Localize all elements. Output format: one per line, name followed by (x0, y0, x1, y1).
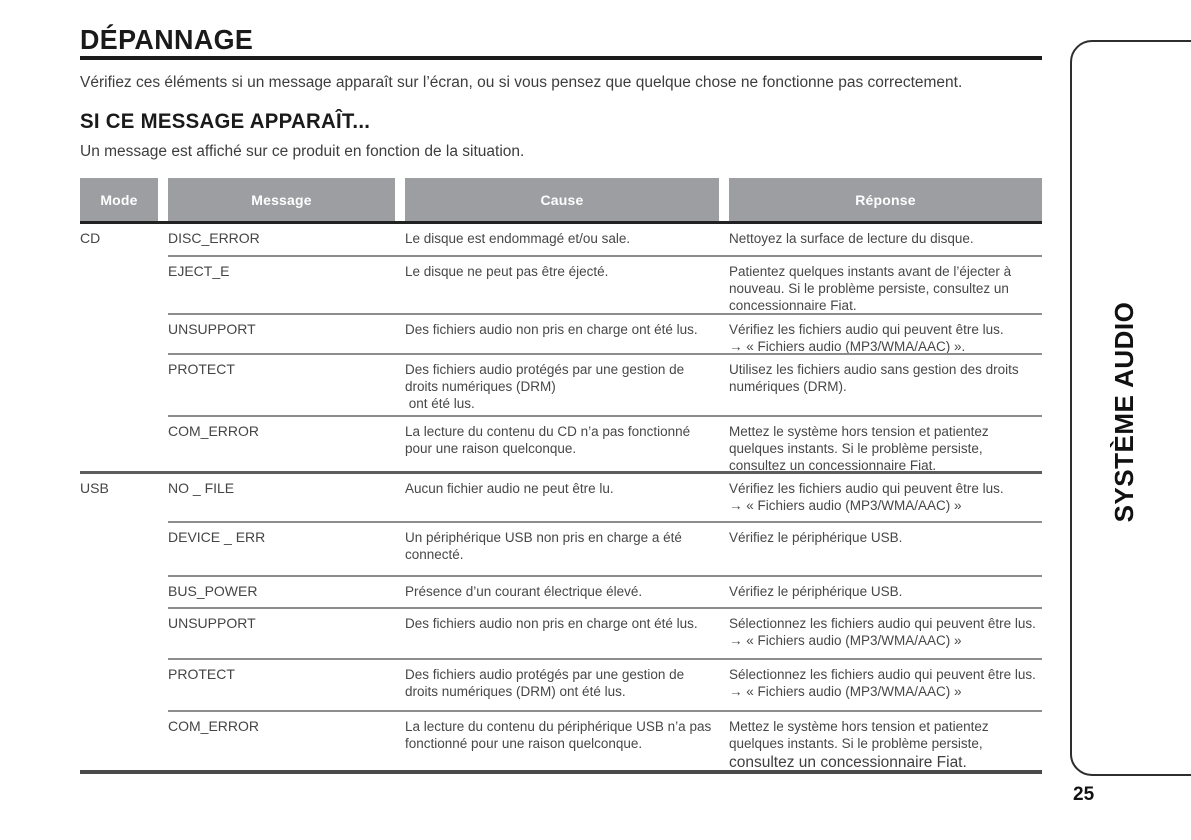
cell-response: Vérifiez les fichiers audio qui peuvent … (729, 481, 1004, 513)
cell-cause: Des fichiers audio non pris en charge on… (405, 616, 698, 631)
table-row: COM_ERROR La lecture du contenu du périph… (80, 712, 1042, 774)
cell-response: Sélectionnez les fichiers audio qui peuv… (729, 616, 1036, 648)
table-row: USB NO _ FILE Aucun fichier audio ne peut … (80, 474, 1042, 523)
cell-message: DEVICE _ ERR (168, 529, 266, 545)
cell-mode: CD (80, 230, 101, 246)
intro-text: Vérifiez ces éléments si un message appa… (80, 74, 963, 91)
cell-cause: Des fichiers audio protégés par une gest… (405, 667, 685, 699)
column-header-mode: Mode (80, 178, 158, 221)
table-row: COM_ERROR La lecture du contenu du CD n’a… (80, 417, 1042, 474)
cell-response: Mettez le système hors tension et patien… (729, 424, 989, 473)
cell-cause: Présence d’un courant électrique élevé. (405, 584, 643, 599)
cell-response: Sélectionnez les fichiers audio qui peuv… (729, 667, 1036, 699)
table-row: UNSUPPORT Des fichiers audio non pris en … (80, 315, 1042, 355)
cell-message: EJECT_E (168, 263, 230, 279)
cell-mode (80, 666, 158, 712)
side-tab-label: SYSTÈME AUDIO (1109, 301, 1139, 523)
cell-response: Patientez quelques instants avant de l’é… (729, 264, 1012, 313)
table-row: PROTECT Des fichiers audio protégés par u… (80, 355, 1042, 417)
cell-mode (80, 321, 158, 355)
cell-mode (80, 583, 158, 609)
cell-response: Mettez le système hors tension et patien… (729, 719, 989, 771)
section-intro: Un message est affiché sur ce produit en… (80, 143, 525, 160)
cell-mode (80, 361, 158, 417)
side-tab-outline (1070, 40, 1191, 776)
cell-message: BUS_POWER (168, 583, 258, 599)
cell-mode (80, 615, 158, 660)
cell-response: Vérifiez les fichiers audio qui peuvent … (729, 322, 1004, 354)
cell-mode (80, 423, 158, 474)
cell-message: COM_ERROR (168, 423, 260, 439)
cell-cause: Des fichiers audio protégés par une gest… (405, 362, 685, 411)
cell-mode (80, 263, 158, 315)
cell-mode (80, 529, 158, 577)
troubleshooting-table: Mode Message Cause Réponse CD DISC_ERROR L… (80, 178, 1042, 774)
cell-message: PROTECT (168, 361, 235, 377)
column-header-cause: Cause (405, 178, 719, 221)
table-row: EJECT_E Le disque ne peut pas être éjecté… (80, 257, 1042, 315)
table-header-rule (80, 221, 1042, 224)
cell-message: COM_ERROR (168, 718, 260, 734)
cell-mode: USB (80, 480, 109, 496)
cell-cause: Aucun fichier audio ne peut être lu. (405, 481, 614, 496)
cell-cause: Le disque ne peut pas être éjecté. (405, 264, 609, 279)
cell-response-emphasis: consultez un concessionnaire Fiat. (729, 754, 967, 771)
cell-response: Vérifiez le périphérique USB. (729, 530, 903, 545)
cell-response: Vérifiez le périphérique USB. (729, 584, 903, 599)
page-number: 25 (1073, 784, 1095, 805)
cell-cause: Un périphérique USB non pris en charge a… (405, 530, 682, 562)
column-header-response: Réponse (729, 178, 1042, 221)
title-rule (80, 56, 1042, 60)
page-title: DÉPANNAGE (80, 24, 254, 55)
cell-cause: Des fichiers audio non pris en charge on… (405, 322, 698, 337)
cell-response: Nettoyez la surface de lecture du disque… (729, 231, 974, 246)
table-row: BUS_POWER Présence d’un courant électriqu… (80, 577, 1042, 609)
table-body: CD DISC_ERROR Le disque est endommagé et/o… (80, 224, 1042, 774)
column-header-message: Message (168, 178, 395, 221)
table-row: PROTECT Des fichiers audio protégés par u… (80, 660, 1042, 712)
cell-response: Utilisez les fichiers audio sans gestion… (729, 362, 1019, 394)
cell-mode (80, 718, 158, 774)
cell-message: UNSUPPORT (168, 615, 256, 631)
cell-cause: La lecture du contenu du périphérique US… (405, 719, 712, 751)
cell-cause: La lecture du contenu du CD n’a pas fonc… (405, 424, 691, 456)
cell-message: PROTECT (168, 666, 235, 682)
table-header-row: Mode Message Cause Réponse (80, 178, 1042, 221)
cell-message: NO _ FILE (168, 480, 235, 496)
cell-message: DISC_ERROR (168, 230, 260, 246)
table-row: CD DISC_ERROR Le disque est endommagé et/o… (80, 224, 1042, 257)
cell-message: UNSUPPORT (168, 321, 256, 337)
table-row: UNSUPPORT Des fichiers audio non pris en … (80, 609, 1042, 660)
section-title: SI CE MESSAGE APPARAÎT... (80, 110, 371, 133)
table-row: DEVICE _ ERR Un périphérique USB non pris… (80, 523, 1042, 577)
cell-cause: Le disque est endommagé et/ou sale. (405, 231, 631, 246)
